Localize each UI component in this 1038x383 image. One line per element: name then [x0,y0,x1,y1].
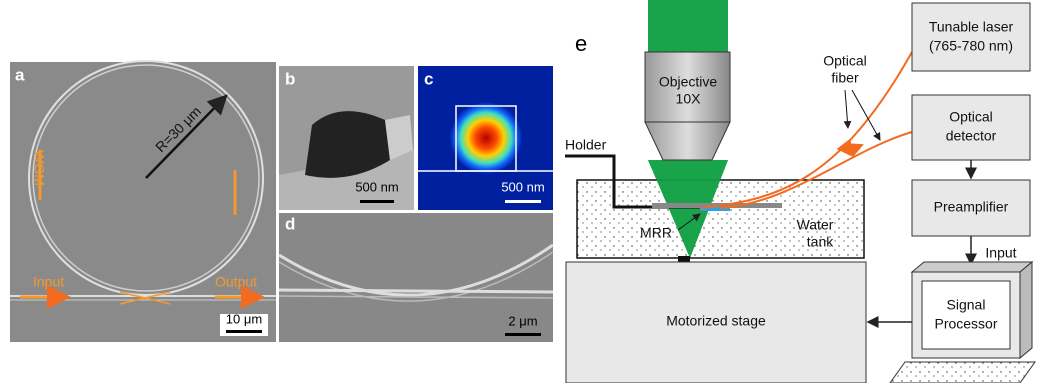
objective-tip [645,122,730,160]
scale-bar-label: 500 nm [501,179,544,194]
panel-label: c [424,69,433,88]
waveguide [279,290,553,292]
monitor-top [912,262,1032,272]
keyboard [890,362,1035,383]
scale-bar [505,333,541,336]
panel-a: R=30 μm WGM Input Output 10 μm a [10,61,276,342]
processor-label: Signal [947,297,986,313]
scale-bar [505,200,541,203]
input-label: Input [33,274,64,290]
scale-bar-label: 500 nm [355,179,398,194]
detector-label: Optical [949,109,993,125]
beam [648,0,728,52]
objective-label: Objective [659,74,718,90]
scale-bar [226,330,262,333]
panel-label: b [285,69,295,88]
panel-e: e Objective 10X Holder MRR Water tank Mo… [565,0,1035,383]
label-arrow [845,90,848,128]
figure: R=30 μm WGM Input Output 10 μm a 500 nm … [0,0,1038,383]
panel-c: 500 nm c [418,66,553,210]
panel-label: a [15,65,25,84]
stage-label: Motorized stage [666,313,766,329]
holder-label: Holder [565,137,607,153]
water-tank-label: tank [807,234,834,250]
detector-label: detector [946,128,997,144]
mode-profile [450,102,522,174]
output-label: Output [215,274,257,290]
fiber-arrow [855,145,862,148]
panel-label: e [575,31,587,56]
mount [678,256,690,262]
preamp-label: Preamplifier [934,199,1009,215]
input-label: Input [985,245,1016,261]
panel-d: 2 μm d [279,213,553,342]
fiber-label: fiber [831,70,859,86]
processor-label: Processor [934,316,997,332]
panel-b: 500 nm b [279,66,414,210]
panel-label: d [285,214,295,233]
mrr-label: MRR [640,225,672,241]
scale-bar-label: 10 μm [226,311,262,326]
laser-label: Tunable laser [929,19,1014,35]
scale-bar [360,200,394,203]
scale-bar-label: 2 μm [508,313,537,328]
water-tank-label: Water [797,217,834,233]
monitor-side [1020,262,1032,358]
objective-label: 10X [676,91,702,107]
fiber-label: Optical [823,53,867,69]
laser-label: (765-780 nm) [929,38,1013,54]
